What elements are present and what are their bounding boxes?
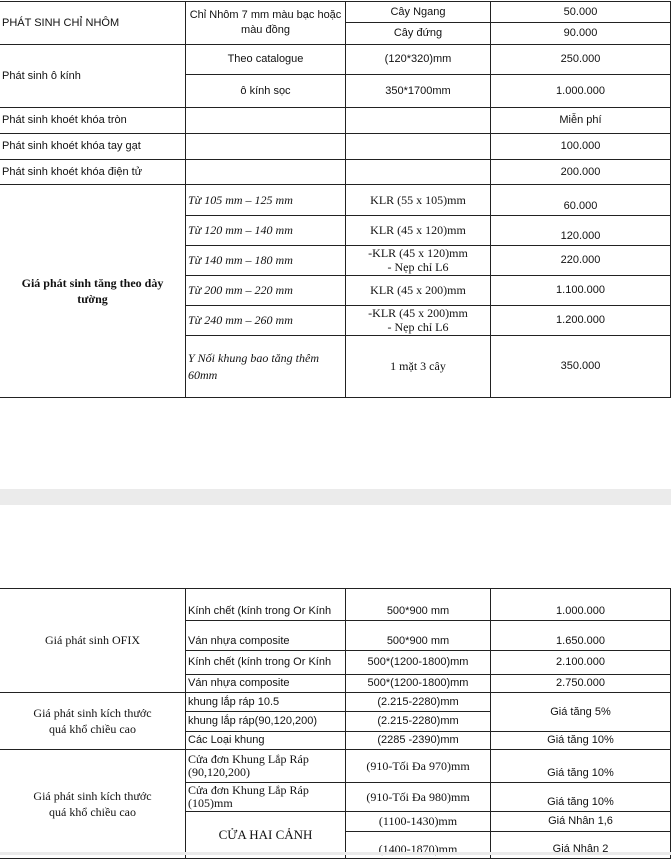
cell-detail: Từ 200 mm – 220 mm	[185, 275, 346, 306]
cell-spec: (2.215-2280)mm	[345, 692, 491, 712]
cell-price: 250.000	[490, 44, 671, 75]
cell-spec: Cây Ngang	[345, 1, 491, 23]
row-label: Giá phát sinh kích thước quá khổ chiều c…	[0, 749, 186, 859]
cell-spec: -KLR (45 x 120)mm - Nẹp chỉ L6	[345, 245, 491, 276]
cell-detail: Từ 120 mm – 140 mm	[185, 215, 346, 246]
cell-spec: -KLR (45 x 200)mm - Nẹp chỉ L6	[345, 305, 491, 336]
spec-line: -KLR (45 x 120)mm	[368, 245, 468, 260]
row-label: Phát sinh khoét khóa điện tử	[0, 159, 186, 185]
cell-price: Giá tăng 10%	[490, 731, 671, 750]
row-label: Phát sinh khoét khóa tròn	[0, 107, 186, 134]
cell-spec: 500*900 mm	[345, 620, 491, 651]
cell-detail: Chỉ Nhôm 7 mm màu bạc hoặc màu đồng	[185, 1, 346, 45]
cell-detail: Ván nhựa composite	[185, 674, 346, 693]
spec-line: -KLR (45 x 200)mm	[368, 305, 468, 320]
row-label: Phát sinh khoét khóa tay gạt	[0, 133, 186, 160]
page-bottom-edge	[0, 852, 671, 855]
cell-price: 50.000	[490, 1, 671, 23]
cell-price: Miễn phí	[490, 107, 671, 134]
cell-detail: Từ 140 mm – 180 mm	[185, 245, 346, 276]
cell-spec: (1100-1430)mm	[345, 811, 491, 832]
row-label: Phát sinh ô kính	[0, 44, 186, 108]
cell-spec: (2.215-2280)mm	[345, 711, 491, 732]
row-label: PHÁT SINH CHỈ NHÔM	[0, 1, 186, 45]
cell-price: 1.650.000	[490, 620, 671, 651]
cell-spec: KLR (55 x 105)mm	[345, 184, 491, 216]
cell-spec: 1 mặt 3 cây	[345, 335, 491, 398]
cell-price: Giá tăng 10%	[490, 749, 671, 783]
cell-spec: (120*320)mm	[345, 44, 491, 75]
cell-detail: khung lắp ráp 10.5	[185, 692, 346, 712]
cell-detail: Kính chết (kính trong Or Kính	[185, 650, 346, 675]
cell-detail: Kính chết (kính trong Or Kính	[185, 588, 346, 621]
cell-spec: (2285 -2390)mm	[345, 731, 491, 750]
cell-price: 60.000	[490, 184, 671, 216]
cell-empty	[185, 107, 346, 134]
cell-empty	[185, 159, 346, 185]
cell-price: 200.000	[490, 159, 671, 185]
cell-spec: 500*900 mm	[345, 588, 491, 621]
cell-detail: Từ 105 mm – 125 mm	[185, 184, 346, 216]
cell-spec: KLR (45 x 200)mm	[345, 275, 491, 306]
spec-line: - Nẹp chỉ L6	[387, 259, 449, 274]
cell-detail: khung lắp ráp(90,120,200)	[185, 711, 346, 732]
cell-price: 1.000.000	[490, 588, 671, 621]
cell-empty	[345, 133, 491, 160]
row-label: Giá phát sinh kích thước quá khổ chiều c…	[0, 692, 186, 750]
cell-empty	[345, 159, 491, 185]
cell-price: 100.000	[490, 133, 671, 160]
cell-spec: 500*(1200-1800)mm	[345, 674, 491, 693]
row-label: Giá phát sinh OFIX	[0, 588, 186, 693]
cell-spec: (910-Tối Đa 980)mm	[345, 782, 491, 812]
cell-price: 120.000	[490, 215, 671, 246]
cell-empty	[185, 133, 346, 160]
cell-detail: Y Nối khung bao tăng thêm 60mm	[185, 335, 346, 398]
cell-spec: (910-Tối Đa 970)mm	[345, 749, 491, 783]
cell-detail: Theo catalogue	[185, 44, 346, 75]
row-label: Giá phát sinh tăng theo dày tường	[0, 184, 186, 398]
cell-detail: Từ 240 mm – 260 mm	[185, 305, 346, 336]
cell-price: 2.100.000	[490, 650, 671, 675]
cell-detail: Cửa đơn Khung Lắp Ráp (105)mm	[185, 782, 346, 812]
page-separator	[0, 489, 671, 505]
cell-detail: Ván nhựa composite	[185, 620, 346, 651]
cell-detail: Cửa đơn Khung Lắp Ráp (90,120,200)	[185, 749, 346, 783]
cell-price: 1.100.000	[490, 275, 671, 306]
cell-price: Giá tăng 10%	[490, 782, 671, 812]
cell-spec: KLR (45 x 120)mm	[345, 215, 491, 246]
cell-spec: 500*(1200-1800)mm	[345, 650, 491, 675]
cell-spec: 350*1700mm	[345, 74, 491, 108]
spec-line: - Nẹp chỉ L6	[387, 319, 449, 334]
cell-price: 350.000	[490, 335, 671, 398]
cell-detail: ô kính sọc	[185, 74, 346, 108]
cell-price: 2.750.000	[490, 674, 671, 693]
cell-price: Giá tăng 5%	[490, 692, 671, 732]
cell-empty	[345, 107, 491, 134]
cell-price: Giá Nhân 1,6	[490, 811, 671, 832]
cell-spec: Cây đứng	[345, 22, 491, 45]
cell-price: 1.200.000	[490, 305, 671, 336]
cell-detail: Các Loại khung	[185, 731, 346, 750]
cell-price: 90.000	[490, 22, 671, 45]
cell-price: 220.000	[490, 245, 671, 276]
cell-price: 1.000.000	[490, 74, 671, 108]
